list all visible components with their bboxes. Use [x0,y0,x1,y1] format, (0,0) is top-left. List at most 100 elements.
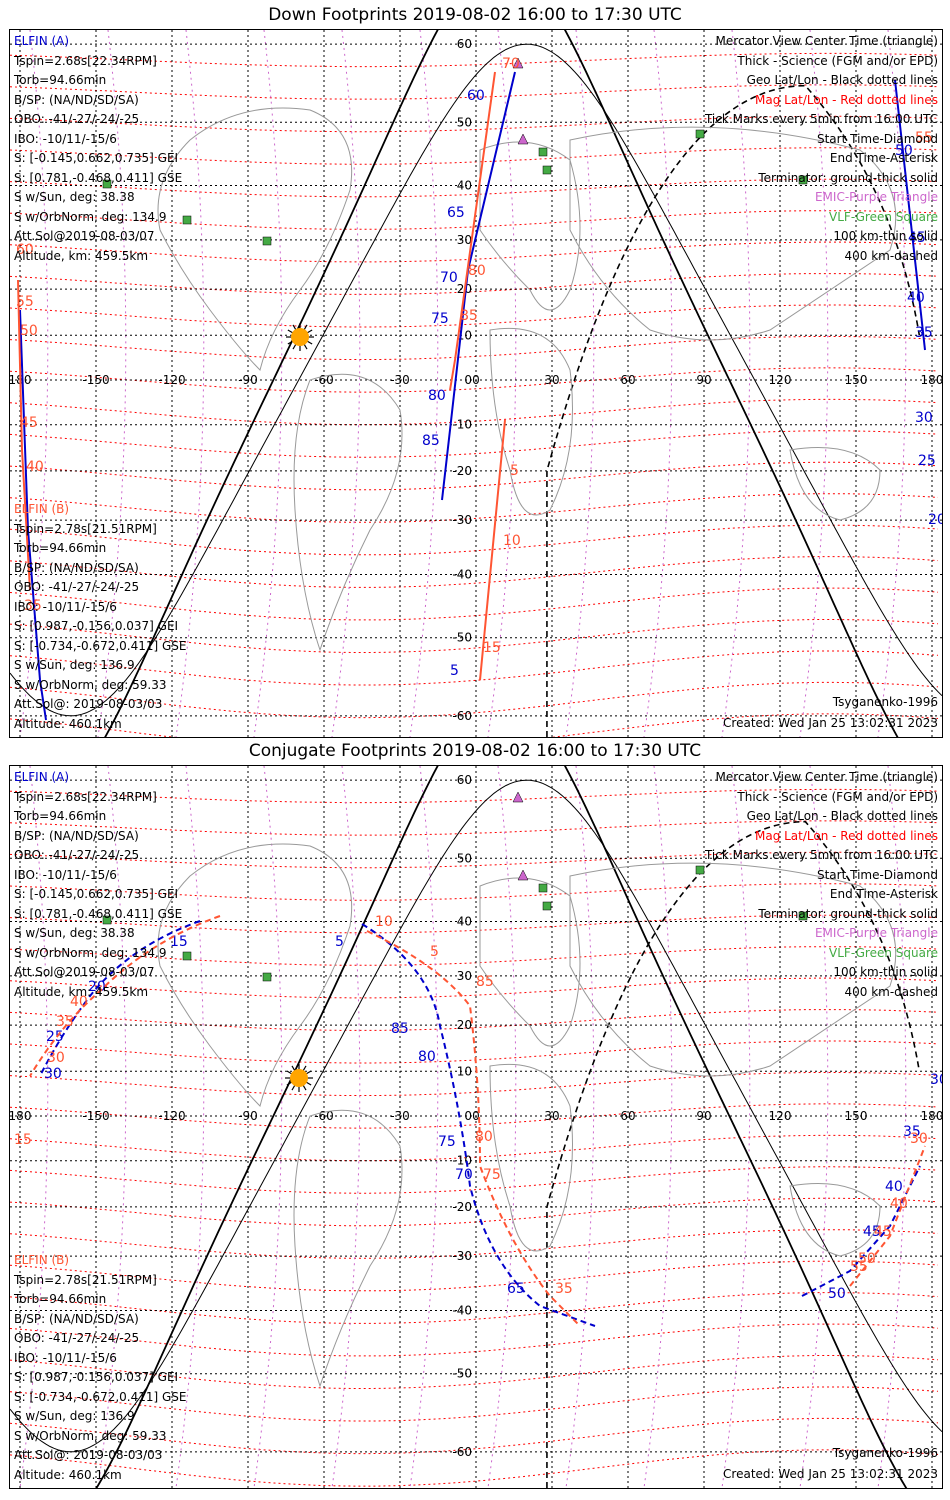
mag-lon-line [253,766,283,1488]
lat-tick-label: 20 [457,1018,472,1032]
conj-a-line: OBO: -41/-27/-24/-25 [14,848,140,862]
track-label: 5 [430,944,439,960]
conj-a-line: S w/Sun, deg: 38.38 [14,926,135,940]
lat-tick-label: -30 [452,513,472,527]
lat-tick-label: -20 [452,464,472,478]
legend-terminator: Terminator: ground-thick solid [758,906,938,921]
mag-lat-line [10,1072,939,1096]
mag-lon-line [565,30,595,737]
lon-tick-label: -30 [390,373,410,387]
track-label: 30 [930,1072,942,1088]
mag-lon-line [799,766,829,1488]
conj-elfin-a-info: ELFIN (A) Tspin=2.68s[22.34RPM] Torb=94.… [14,768,182,1002]
continent-outline [479,141,581,311]
legend-thick: Thick - Science (FGM and/or EPD) [737,53,938,68]
down-b-line: Torb=94.66min [14,541,107,555]
track-label: 5 [510,463,519,479]
mag-lat-line [10,461,939,491]
track-label: 40 [26,459,44,475]
track-label: 30 [915,410,933,426]
down-elfin-a-west-track [19,309,47,721]
lat-tick-label: -40 [452,1304,472,1318]
mag-lon-line [253,30,283,737]
continent-outline [489,327,573,516]
conj-a-line: S: [0.781,-0.468,0.411] GSE [14,906,183,921]
conj-elfin-b-track [29,915,221,1077]
track-label: 35 [903,1124,921,1140]
conj-elfin-b-info: ELFIN (B) Tspin=2.78s[21.51RPM] Torb=94.… [14,1251,187,1485]
conj-elfin-a-mid-track [361,923,596,1327]
continent-outline [157,843,353,1107]
lat-tick-label: -40 [452,568,472,582]
mag-lat-line [10,336,939,360]
mag-lat-line [10,1166,939,1194]
continent-outline [293,1109,403,1388]
track-label: 80 [475,1129,493,1145]
lat-tick-label: 10 [457,1064,472,1078]
mag-lon-line [409,766,439,1488]
track-label: 15 [170,934,188,950]
conj-b-line: Att.Sol@: 2019-08-03/03 [14,1448,163,1462]
conj-b-line: S w/OrbNorm, deg: 59.33 [14,1428,167,1443]
down-elfin-a-track [441,71,516,501]
track-label: 85 [460,308,478,324]
conj-b-line: IBO: -10/11/-15/6 [14,1350,117,1365]
lat-tick-label: -60 [452,709,472,723]
track-label: 40 [907,290,925,306]
track-label: 85 [391,1021,409,1037]
track-label: 30 [44,1066,62,1082]
lon-tick-label: -30 [390,1109,410,1123]
emic-purple-triangle [512,57,524,69]
mag-lon-line [331,766,361,1488]
track-label: 65 [447,205,465,221]
track-label: 40 [890,1196,908,1212]
mag-lon-line [643,766,673,1488]
continent-outline [789,1183,881,1257]
track-label: 45 [863,1224,881,1240]
mag-lat-line [10,1292,939,1324]
conj-elfin-b-mid-track [366,930,581,1327]
mag-lon-line [331,30,361,737]
mag-lon-line [565,766,595,1488]
continent-outline [569,126,897,341]
lat-tick-label: -60 [452,1445,472,1459]
track-label: 20 [928,512,942,528]
down-elfin-a-east-track [894,79,926,351]
mag-lon-line [643,30,673,737]
mag-lon-line [409,30,439,737]
legend-end: End Time-Asterisk [829,151,938,165]
lon-tick-label: -90 [238,1109,258,1123]
lon-tick-label: 120 [769,1109,792,1123]
emic-purple-triangle [517,133,529,145]
mag-lat-line [10,430,939,458]
mag-lat-line [10,1197,939,1227]
conj-a-line: Att.Sol@2019-08-03/07 [14,965,155,979]
conj-b-line: B/SP: (NA/ND/SD/SA) [14,1311,139,1326]
down-a-line: S w/OrbNorm, deg: 134.9 [14,209,167,224]
track-label: 5 [450,663,459,679]
track-label: 45 [20,415,38,431]
lat-tick-label: -20 [452,1200,472,1214]
lon-tick-label: -60 [314,1109,334,1123]
continent-outline [569,862,897,1077]
conj-elfin-a-name: ELFIN (A) [14,770,70,784]
vlf-green-square [182,951,192,961]
down-model: Tsyganenko-1996 [832,695,938,709]
conj-model: Tsyganenko-1996 [832,1446,938,1460]
vlf-green-square [538,147,548,157]
conjugate-footprints-panel: 60 50 40 30 20 10 0 -10 -20 -30 -40 -50 -60 180 -150 -1… [9,765,943,1489]
lat-tick-label: 30 [457,969,472,983]
track-label: 70 [502,56,520,72]
vlf-green-square [262,236,272,246]
terminator-ground [95,766,908,1488]
track-label: 60 [16,242,34,258]
vlf-green-square [695,865,705,875]
track-label: 75 [438,1134,456,1150]
down-b-line: S: [-0.734,-0.672,0.411] GSE [14,638,187,653]
mag-lat-line [10,713,939,737]
lat-tick-label: -10 [452,1154,472,1168]
legend-terminator: Terminator: ground-thick solid [758,170,938,185]
down-b-line: IBO: -10/11/-15/6 [14,599,117,614]
track-label: 85 [422,433,440,449]
